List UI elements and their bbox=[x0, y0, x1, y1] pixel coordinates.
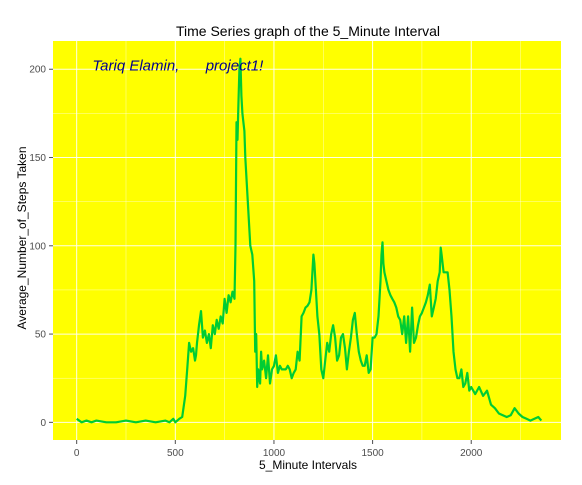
series-line bbox=[76, 57, 543, 424]
x-axis-title: 5_Minute Intervals bbox=[259, 458, 357, 472]
x-tick-label: 1000 bbox=[263, 448, 286, 459]
y-axis: 0 50 100 150 200 bbox=[29, 65, 53, 429]
x-axis: 0 500 1000 1500 2000 bbox=[74, 440, 483, 459]
y-axis-title: Average_Number_of_Steps Taken bbox=[15, 146, 29, 329]
chart-title: Time Series graph of the 5_Minute Interv… bbox=[176, 23, 440, 39]
y-tick-label: 200 bbox=[29, 65, 46, 76]
annotations: Tariq Elamin, project1! bbox=[92, 58, 264, 75]
x-tick-label: 500 bbox=[167, 448, 184, 459]
x-tick-label: 0 bbox=[74, 448, 80, 459]
x-tick-label: 2000 bbox=[460, 448, 483, 459]
y-tick-label: 0 bbox=[40, 418, 46, 429]
grid-lines bbox=[53, 41, 561, 440]
y-tick-label: 150 bbox=[29, 153, 46, 164]
plot-panel bbox=[53, 41, 561, 440]
y-tick-label: 50 bbox=[35, 330, 47, 341]
y-tick-label: 100 bbox=[29, 241, 46, 252]
annotation-text: Tariq Elamin, bbox=[92, 58, 179, 75]
annotation-text: project1! bbox=[205, 58, 264, 75]
x-tick-label: 1500 bbox=[361, 448, 384, 459]
